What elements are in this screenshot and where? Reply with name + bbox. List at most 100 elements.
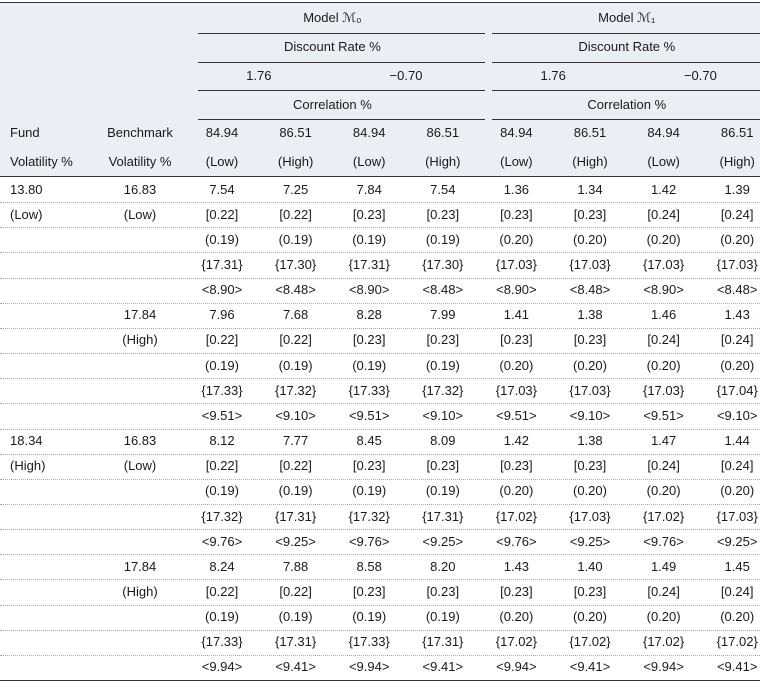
value: {17.03}: [569, 382, 611, 398]
value: (0.19): [352, 357, 387, 373]
value: <9.76>: [643, 533, 684, 549]
value: {17.30}: [274, 257, 317, 273]
value: [0.22]: [279, 206, 312, 222]
value: [0.24]: [647, 206, 680, 222]
value: 1.45: [724, 558, 750, 574]
row-separator: [0, 479, 760, 480]
correlation: 86.51: [426, 125, 460, 140]
value: 7.54: [209, 181, 235, 197]
value: 1.43: [724, 307, 750, 323]
value: {17.03}: [642, 382, 685, 398]
value: (0.20): [499, 609, 534, 625]
value: 7.96: [209, 307, 235, 323]
value: <8.90>: [348, 282, 390, 298]
value: 1.46: [650, 307, 677, 323]
value: <9.10>: [716, 407, 758, 423]
value: <9.41>: [716, 659, 758, 675]
row-separator: [0, 202, 760, 203]
value: (0.19): [205, 483, 239, 499]
value: <9.76>: [201, 533, 243, 549]
correlation-label: Correlation %: [293, 97, 372, 112]
value: (0.20): [720, 357, 755, 373]
value: <8.90>: [201, 282, 243, 298]
value: [0.22]: [205, 332, 239, 348]
discount-rate: −0.70: [683, 68, 717, 83]
value: 1.38: [577, 307, 603, 323]
correlation-level: (High): [277, 154, 314, 169]
value: <9.41>: [569, 659, 611, 675]
group-rule: [198, 33, 485, 34]
value: {17.03}: [716, 257, 758, 273]
value: (0.20): [573, 483, 607, 499]
value: (0.20): [720, 609, 755, 625]
value: <9.94>: [643, 659, 684, 675]
value: (0.19): [205, 609, 239, 625]
value: {17.32}: [422, 382, 464, 398]
value: 1.43: [503, 558, 530, 574]
value: <9.25>: [569, 533, 611, 549]
value: <8.48>: [422, 282, 464, 298]
header-rule: [0, 176, 760, 177]
value: (0.20): [499, 483, 534, 499]
fund-level: (High): [10, 458, 46, 474]
row-separator: [0, 353, 760, 354]
value: {17.31}: [201, 257, 243, 273]
row-separator: [0, 328, 760, 329]
value: 1.47: [650, 433, 677, 449]
value: {17.03}: [642, 257, 685, 273]
value: <8.48>: [569, 282, 611, 298]
correlation: 86.51: [279, 125, 312, 140]
value: [0.23]: [352, 206, 386, 222]
value: {17.02}: [495, 634, 537, 650]
fund-volatility: 13.80: [10, 181, 43, 197]
group-rule: [198, 62, 485, 63]
correlation-level: (Low): [205, 154, 239, 169]
value: <9.25>: [716, 533, 758, 549]
value: 1.39: [724, 181, 750, 197]
value: [0.23]: [500, 458, 533, 474]
value: [0.24]: [647, 583, 680, 599]
value: <9.41>: [275, 659, 316, 675]
correlation-level: (Low): [500, 154, 533, 169]
value: 1.42: [650, 181, 677, 197]
value: {17.31}: [422, 634, 464, 650]
value: (0.19): [352, 231, 387, 247]
value: <9.51>: [348, 407, 390, 423]
row-separator: [0, 303, 760, 304]
value: 8.58: [356, 558, 382, 574]
value: (0.20): [646, 231, 681, 247]
fund-volatility: 18.34: [10, 433, 43, 449]
value: [0.22]: [279, 583, 312, 599]
benchmark-label: Volatility %: [108, 154, 172, 169]
row-separator: [0, 252, 760, 253]
value: 7.77: [282, 433, 309, 449]
value: {17.02}: [569, 634, 611, 650]
correlation-level: (High): [425, 154, 461, 169]
value: 7.68: [282, 307, 309, 323]
value: [0.22]: [205, 206, 239, 222]
value: <9.94>: [201, 659, 243, 675]
row-separator: [0, 605, 760, 606]
discount-rate: −0.70: [389, 68, 423, 83]
value: <8.90>: [643, 282, 684, 298]
value: {17.32}: [348, 508, 390, 524]
value: 8.24: [209, 558, 235, 574]
value: 7.99: [430, 307, 456, 323]
value: 7.25: [282, 181, 309, 197]
value: <9.25>: [422, 533, 464, 549]
value: [0.24]: [720, 332, 754, 348]
value: 8.28: [356, 307, 382, 323]
top-rule: [0, 2, 760, 3]
value: (0.19): [278, 357, 313, 373]
value: <8.48>: [275, 282, 316, 298]
value: [0.22]: [279, 332, 312, 348]
value: [0.23]: [573, 583, 607, 599]
group-rule: [198, 90, 485, 91]
value: {17.31}: [274, 634, 317, 650]
correlation-level: (High): [719, 154, 755, 169]
model-title: Model ℳ₁: [598, 10, 656, 25]
fund-label: Fund: [10, 125, 40, 140]
discount-label: Discount Rate %: [283, 39, 381, 54]
value: <8.90>: [496, 282, 537, 298]
